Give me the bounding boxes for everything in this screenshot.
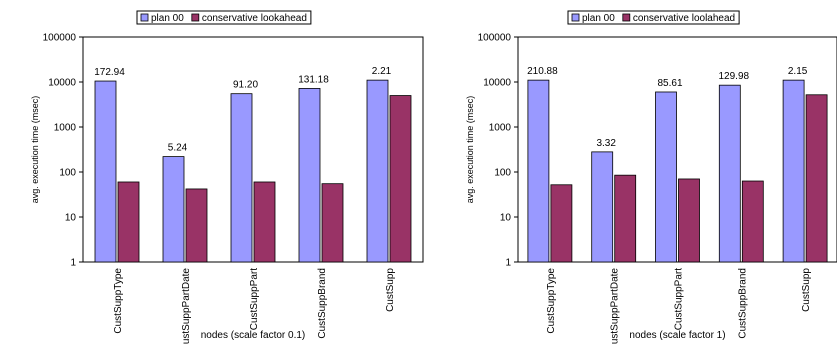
- y-tick-label: 10000: [483, 78, 511, 89]
- legend-box: [136, 10, 312, 25]
- legend-swatch: [140, 13, 149, 22]
- bar-lookahead: [185, 188, 208, 263]
- chart-1: plan 00 conservative lookahead 1 10 100 1000 1…: [30, 10, 424, 344]
- legend-swatch: [571, 13, 580, 22]
- chart-2: plan 00 conservative loolahead 1 10 100 1000 1…: [465, 10, 837, 344]
- y-tick-label: 10: [500, 213, 512, 224]
- legend-entry: plan 00: [582, 13, 615, 24]
- bar-plan-00: [298, 88, 321, 263]
- data-label: 131.18: [298, 74, 329, 85]
- legend-box: [567, 10, 740, 25]
- y-tick-label: 100000: [43, 33, 77, 44]
- x-tick-label: CustSuppPartDate: [610, 268, 621, 344]
- plot-area: [517, 36, 837, 263]
- y-tick-label: 100000: [478, 33, 512, 44]
- bar-plan-00: [591, 151, 614, 263]
- bar-lookahead: [678, 178, 700, 263]
- y-tick-label: 100: [494, 168, 511, 179]
- bar-plan-00: [94, 80, 117, 263]
- bar-lookahead: [117, 181, 140, 263]
- x-tick-label: CustSuppBrand: [737, 268, 748, 339]
- y-tick-label: 1000: [489, 123, 512, 134]
- bar-lookahead: [550, 184, 573, 263]
- y-tick-label: 1: [505, 258, 511, 269]
- data-label: 2.21: [372, 66, 392, 77]
- data-label: 5.24: [168, 143, 188, 154]
- data-label: 91.20: [233, 80, 258, 91]
- legend-entry: conservative loolahead: [633, 13, 735, 24]
- legend-swatch: [191, 13, 200, 22]
- bar-plan-00: [782, 79, 805, 263]
- bar-lookahead: [321, 183, 344, 263]
- x-tick-label: CustSuppType: [113, 268, 124, 334]
- y-tick-label: 10000: [48, 78, 76, 89]
- x-tick-label: CustSupp: [801, 268, 812, 312]
- bar-lookahead: [253, 181, 276, 263]
- legend-swatch: [622, 13, 631, 22]
- x-axis-label: nodes (scale factor 0.1): [201, 330, 306, 341]
- data-label: 85.61: [657, 78, 682, 89]
- legend-entry: plan 00: [151, 13, 184, 24]
- legend: plan 00 conservative loolahead: [567, 10, 740, 25]
- bar-plan-00: [366, 79, 389, 263]
- x-axis-label: nodes (scale factor 1): [629, 330, 725, 341]
- x-tick-label: CustSuppPart: [249, 268, 260, 330]
- bar-lookahead: [805, 94, 828, 263]
- bar-plan-00: [527, 79, 550, 263]
- x-tick-label: CustSupp: [385, 268, 396, 312]
- legend-entry: conservative lookahead: [202, 13, 307, 24]
- y-tick-label: 1000: [54, 123, 77, 134]
- y-tick-label: 10: [65, 213, 77, 224]
- y-axis-label: avg. execution time (msec): [465, 96, 475, 204]
- bar-lookahead: [741, 180, 764, 263]
- data-label: 129.98: [719, 71, 750, 82]
- data-label: 3.32: [596, 138, 616, 149]
- bar-plan-00: [655, 91, 677, 263]
- x-tick-label: CustSuppPart: [674, 268, 685, 330]
- bar-plan-00: [718, 84, 741, 263]
- x-tick-label: CustSuppPartDate: [181, 268, 192, 344]
- bar-plan-00: [162, 156, 185, 263]
- data-label: 2.15: [788, 66, 808, 77]
- y-tick-label: 1: [70, 258, 76, 269]
- data-label: 210.88: [527, 66, 558, 77]
- data-label: 172.94: [94, 67, 125, 78]
- bar-plan-00: [230, 93, 253, 263]
- bar-lookahead: [389, 95, 412, 263]
- y-axis-label: avg. execution time (msec): [30, 96, 40, 204]
- y-tick-label: 100: [59, 168, 76, 179]
- plot-area: [82, 36, 424, 263]
- x-tick-label: CustSuppType: [546, 268, 557, 334]
- x-tick-label: CustSuppBrand: [317, 268, 328, 339]
- legend: plan 00 conservative lookahead: [136, 10, 312, 25]
- bar-lookahead: [614, 174, 637, 263]
